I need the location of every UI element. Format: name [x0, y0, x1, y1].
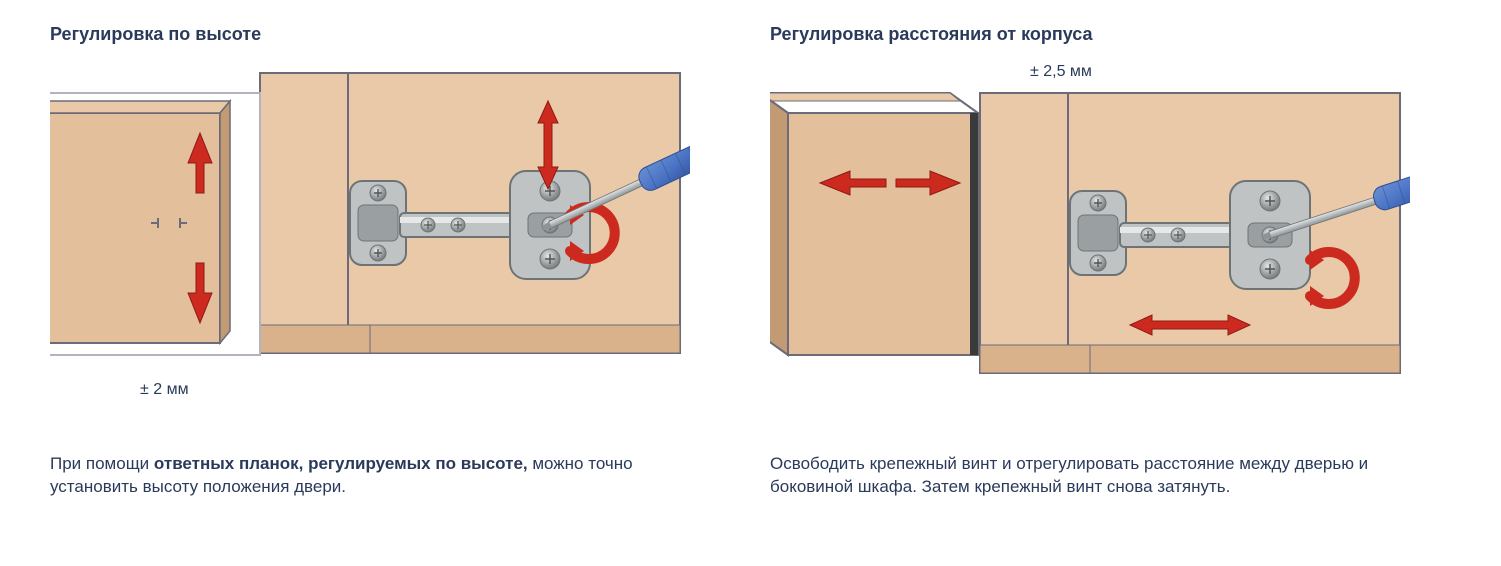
diagram-right: ± 2,5 мм	[770, 63, 1410, 403]
caption-left-bold: ответных планок, регулируемых по высоте,	[154, 454, 528, 473]
caption-left: При помощи ответных планок, регулируемых…	[50, 453, 690, 499]
dimension-right: ± 2,5 мм	[1030, 63, 1092, 81]
panel-height-adjust: Регулировка по высоте	[50, 0, 720, 499]
diagram-left: ± 2 мм	[50, 63, 690, 403]
diagram-svg-left	[50, 63, 690, 403]
panel-depth-adjust: Регулировка расстояния от корпуса	[770, 0, 1460, 499]
dimension-left: ± 2 мм	[140, 381, 189, 399]
title-right: Регулировка расстояния от корпуса	[770, 0, 1460, 45]
caption-right: Освободить крепежный винт и отрегулирова…	[770, 453, 1410, 499]
title-left: Регулировка по высоте	[50, 0, 720, 45]
caption-left-pre: При помощи	[50, 454, 154, 473]
diagram-svg-right	[770, 63, 1410, 403]
